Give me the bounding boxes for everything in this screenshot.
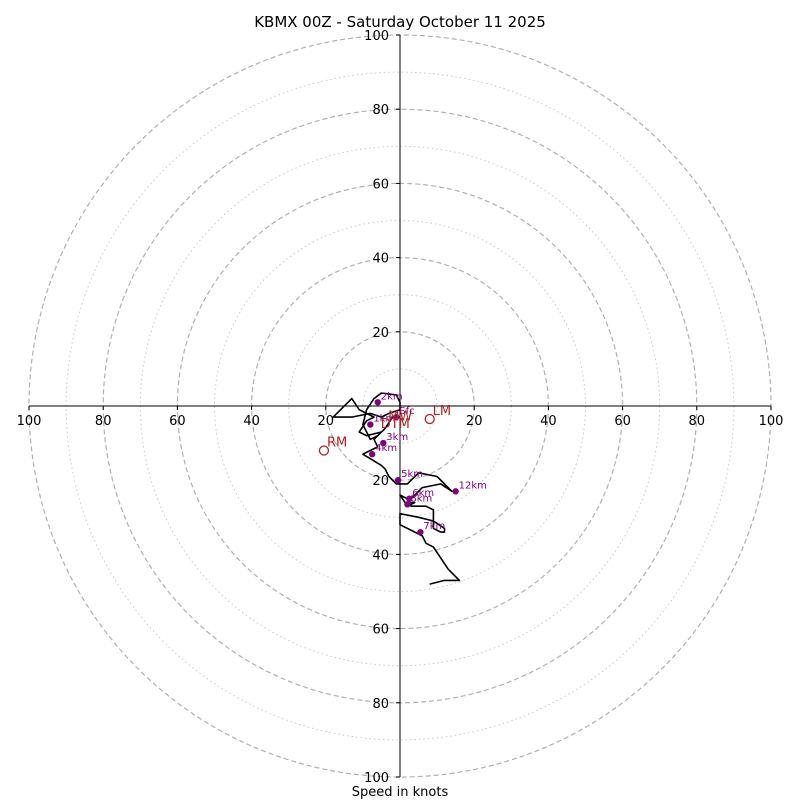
- height-point: [404, 501, 411, 508]
- y-tick-label: 80: [372, 103, 389, 118]
- x-tick-label: 20: [466, 414, 483, 429]
- height-label: 12km: [459, 480, 487, 491]
- height-point: [452, 488, 459, 495]
- x-axis-label: Speed in knots: [352, 785, 449, 800]
- hodograph-trace-line: [332, 392, 461, 585]
- x-tick-label: 100: [759, 414, 784, 429]
- y-tick-label: 100: [364, 29, 389, 44]
- wind-trace: [332, 392, 461, 585]
- height-label: 5km: [401, 469, 423, 480]
- storm-motion-label: RM: [327, 436, 347, 451]
- height-point: [394, 477, 402, 484]
- height-label: 3km: [386, 432, 408, 443]
- height-label: 4km: [375, 443, 397, 454]
- height-label: 7km: [423, 521, 445, 532]
- y-tick-label: 40: [372, 252, 389, 267]
- x-tick-label: 80: [689, 414, 706, 429]
- y-tick-label: 60: [372, 623, 389, 638]
- x-tick-label: 60: [614, 414, 631, 429]
- storm-motion-circle: [424, 413, 435, 425]
- chart-title: KBMX 00Z - Saturday October 11 2025: [254, 13, 546, 31]
- storm-motion-label: DTM: [381, 417, 410, 432]
- y-tick-label: 60: [372, 177, 389, 192]
- y-tick-label: 20: [372, 474, 389, 489]
- height-point: [368, 451, 376, 458]
- height-point: [393, 413, 400, 421]
- storm-motion-circle: [318, 445, 330, 456]
- height-point: [367, 421, 374, 428]
- storm-motion-label: MW: [388, 410, 412, 425]
- height-point: [406, 495, 413, 502]
- height-label: Sfc: [399, 406, 414, 417]
- height-label: 6km: [412, 488, 434, 499]
- height-label: 2km: [381, 391, 403, 402]
- y-tick-label: 40: [372, 548, 389, 563]
- height-point: [374, 399, 381, 406]
- x-tick-label: 40: [243, 414, 260, 429]
- height-label: 8km: [410, 493, 432, 504]
- x-tick-label: 40: [540, 414, 557, 429]
- height-label: 1km: [373, 414, 395, 425]
- y-tick-label: 100: [364, 771, 389, 786]
- x-tick-label: 20: [318, 414, 335, 429]
- x-tick-label: 60: [169, 414, 186, 429]
- x-tick-label: 100: [17, 414, 42, 429]
- y-tick-label: 80: [372, 697, 389, 712]
- storm-motion-label: LM: [433, 404, 451, 419]
- y-tick-label: 20: [372, 326, 389, 341]
- height-point: [380, 439, 387, 447]
- tick-labels: 100 80 60 40 20 20 40 60 80 100 100 80 60 40 20 20 40 60 8…: [17, 29, 784, 786]
- height-point: [417, 528, 424, 536]
- x-tick-label: 80: [95, 414, 112, 429]
